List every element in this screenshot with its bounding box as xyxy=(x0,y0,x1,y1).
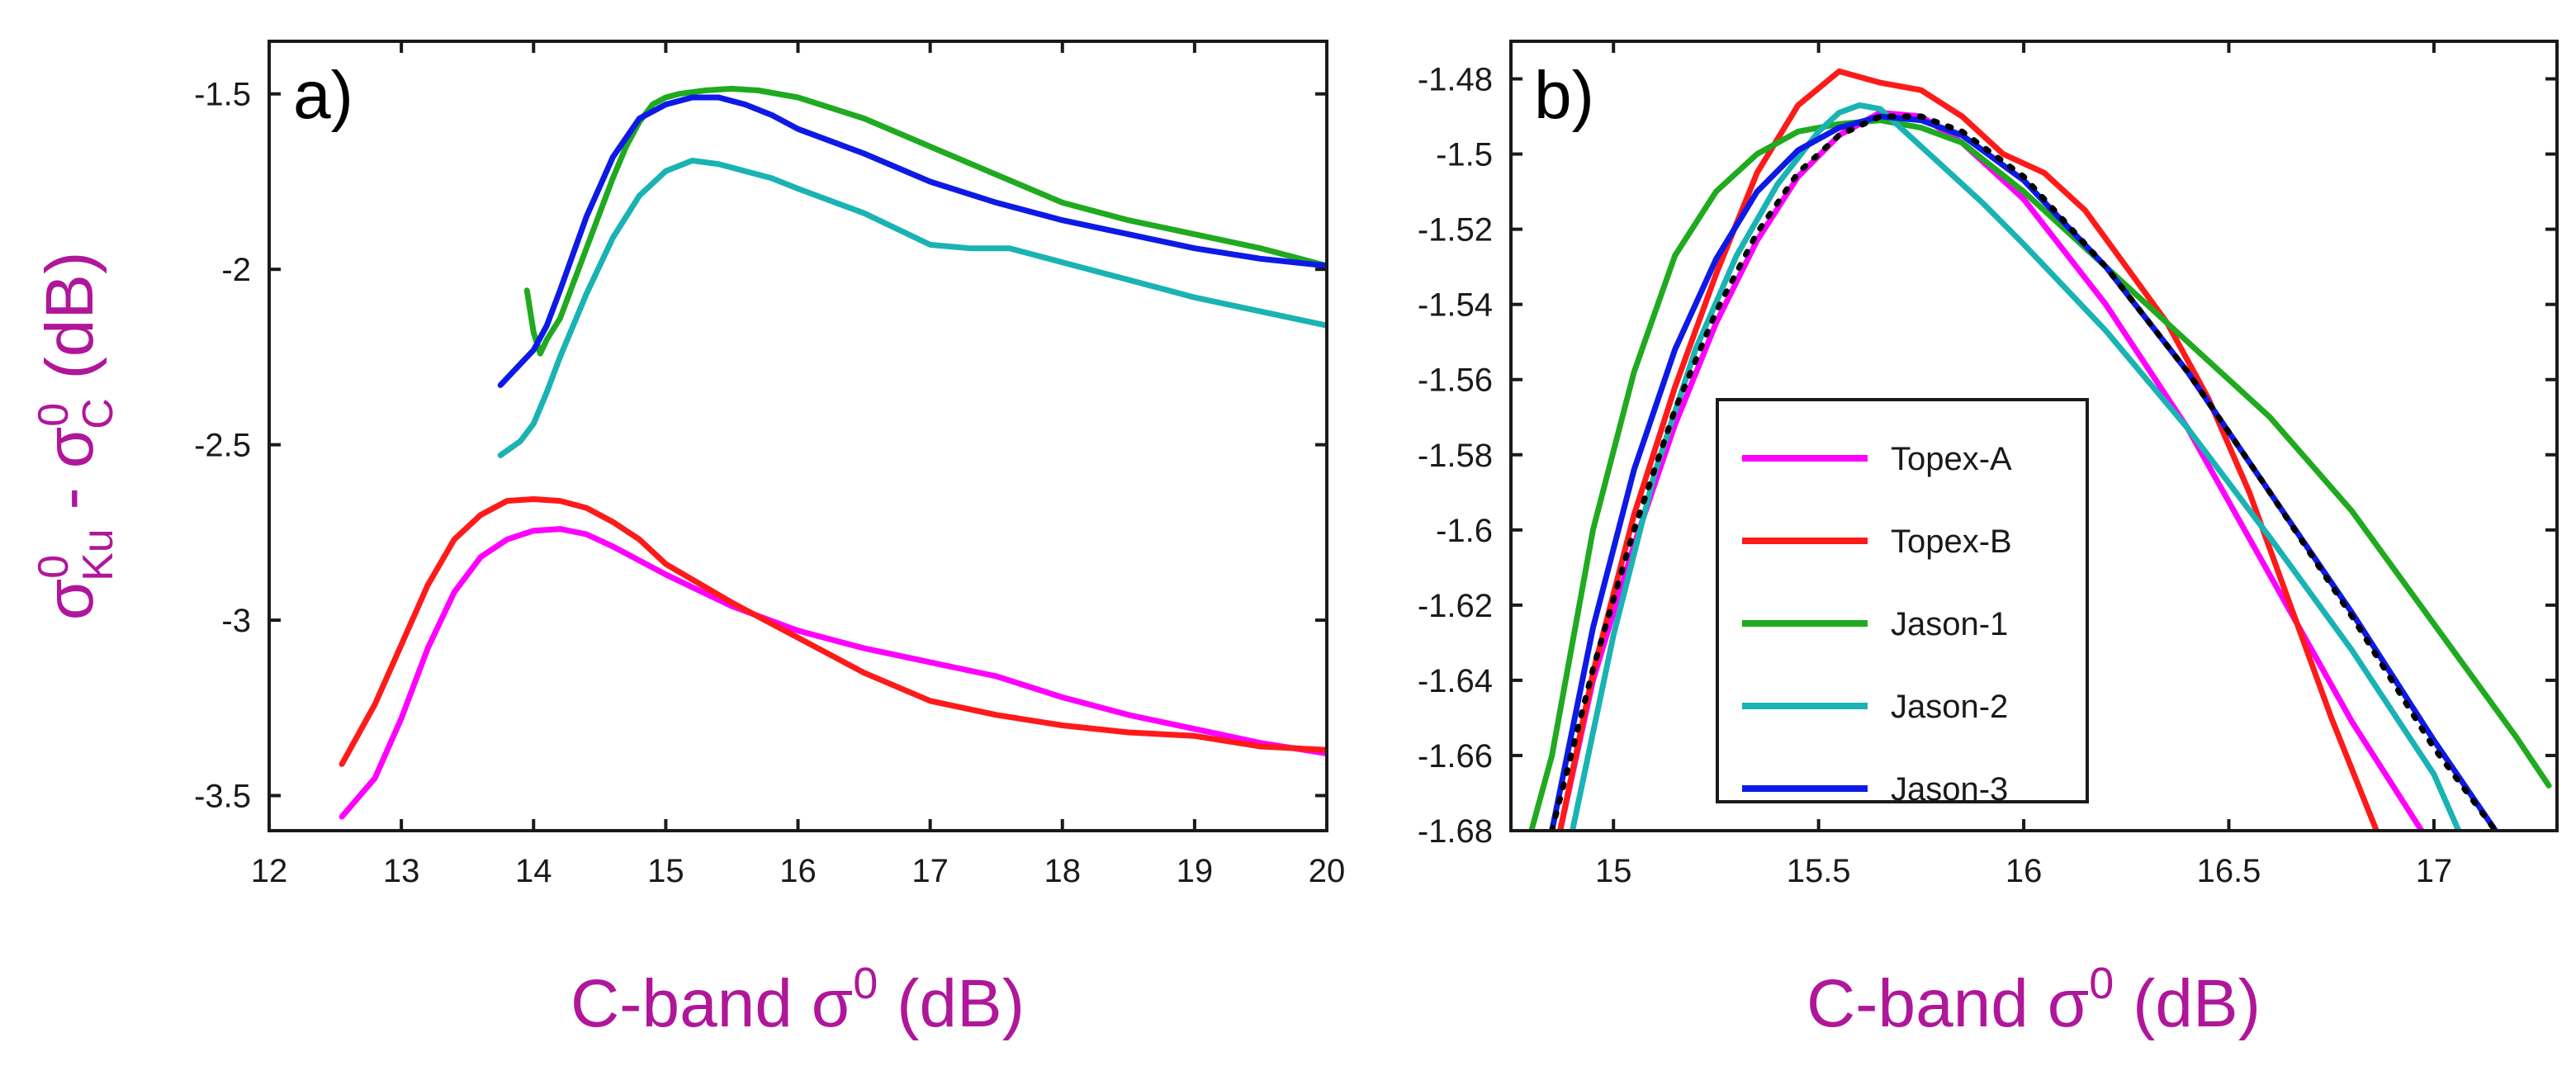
y-tick-label: -1.62 xyxy=(1418,588,1493,624)
y-tick-label: -1.68 xyxy=(1418,813,1493,850)
legend-box xyxy=(1716,398,2089,803)
series-line-jason-2 xyxy=(497,158,1327,458)
x-tick-label: 16 xyxy=(779,853,817,889)
y-tick-label: -1.58 xyxy=(1418,438,1493,474)
series-line-topex-b xyxy=(1557,68,2379,831)
y-label-minus: - xyxy=(32,468,107,528)
y-label-sigma-c: σ xyxy=(32,427,107,469)
x-label-text: C-band σ xyxy=(1807,966,2089,1041)
series-line-jason-3 xyxy=(497,94,1327,388)
x-label-superscript: 0 xyxy=(853,959,878,1008)
series-line-topex-a xyxy=(339,526,1327,820)
panel-a-ticks: 12 13 14 15 16 17 18 19 20 -3.5 -3 -2.5 -2 -1.5 xyxy=(194,41,1345,889)
y-tick-label: -1.54 xyxy=(1418,287,1493,324)
x-tick-label: 15.5 xyxy=(1787,853,1851,889)
legend: Topex-A Topex-B Jason-1 Jason-2 Jason-3 xyxy=(1716,398,2089,808)
y-label-ku-superscript: 0 xyxy=(30,555,78,579)
x-tick-label: 19 xyxy=(1177,853,1214,889)
y-tick-label: -2.5 xyxy=(194,428,251,464)
y-tick-label: -1.52 xyxy=(1418,212,1493,249)
y-tick-label: -1.6 xyxy=(1436,513,1493,549)
panel-a: 12 13 14 15 16 17 18 19 20-3.5-3-2.5-2-1.5 a) σ0… xyxy=(30,40,1345,1041)
panel-b: 15 15.5 16 16.5 17 -1.68 -1.66 -1.64 -1.62 -1.6 -1… xyxy=(1418,40,2559,1041)
panel-a-label: a) xyxy=(293,58,353,133)
x-label-unit: (dB) xyxy=(878,966,1025,1041)
x-tick-label: 15 xyxy=(1595,853,1632,889)
legend-label-jason-3: Jason-3 xyxy=(1891,771,2008,808)
y-tick-label: -1.66 xyxy=(1418,738,1493,775)
x-label-unit: (dB) xyxy=(2114,966,2261,1041)
panel-b-ticks: 15 15.5 16 16.5 17 -1.68 -1.66 -1.64 -1.62 -1.6 -1… xyxy=(1418,41,2557,889)
panel-a-x-axis-label: C-band σ0 (dB) xyxy=(571,959,1025,1041)
y-label-ku-subscript: Ku xyxy=(74,528,122,581)
legend-label-jason-1: Jason-1 xyxy=(1891,606,2008,642)
y-label-sigma-ku: σ xyxy=(32,579,107,621)
x-tick-label: 20 xyxy=(1309,853,1346,889)
y-tick-label: -3 xyxy=(221,603,251,639)
y-tick-label: -1.5 xyxy=(1436,137,1493,173)
x-tick-label: 16 xyxy=(2005,853,2043,889)
x-tick-label: 16.5 xyxy=(2197,853,2261,889)
legend-label-topex-a: Topex-A xyxy=(1891,441,2012,477)
x-tick-label: 14 xyxy=(515,853,552,889)
x-tick-label: 15 xyxy=(647,853,684,889)
y-tick-label: -1.56 xyxy=(1418,362,1493,399)
y-tick-label: -3.5 xyxy=(194,779,251,815)
panel-a-y-axis-label: σ0Ku - σ0C (dB) xyxy=(30,252,122,621)
panel-b-x-axis-label: C-band σ0 (dB) xyxy=(1807,959,2261,1041)
series-line-jason-3 xyxy=(1549,113,2498,831)
y-tick-label: -1.5 xyxy=(194,77,251,113)
series-line-fit xyxy=(1549,113,2498,831)
panel-b-axes-box xyxy=(1509,40,2559,832)
y-label-unit: (dB) xyxy=(32,252,107,399)
panel-b-plot-area xyxy=(1528,68,2552,831)
x-label-text: C-band σ xyxy=(571,966,853,1041)
x-tick-label: 17 xyxy=(912,853,949,889)
x-tick-label: 17 xyxy=(2416,853,2453,889)
y-tick-label: -1.64 xyxy=(1418,663,1493,699)
x-tick-label: 12 xyxy=(251,853,288,889)
series-line-jason-1 xyxy=(523,85,1327,357)
legend-label-jason-2: Jason-2 xyxy=(1891,689,2008,725)
y-tick-label: -1.48 xyxy=(1418,62,1493,98)
legend-label-topex-b: Topex-B xyxy=(1891,524,2012,560)
panel-a-plot-area xyxy=(339,85,1327,820)
x-tick-label: 18 xyxy=(1044,853,1082,889)
series-line-topex-b xyxy=(339,496,1327,767)
panel-b-label: b) xyxy=(1534,58,1594,133)
y-tick-label: -2 xyxy=(221,252,251,288)
y-label-c-superscript: 0 xyxy=(30,403,78,427)
x-label-superscript: 0 xyxy=(2089,959,2114,1008)
x-tick-label: 13 xyxy=(383,853,420,889)
y-label-c-subscript: C xyxy=(74,398,122,429)
